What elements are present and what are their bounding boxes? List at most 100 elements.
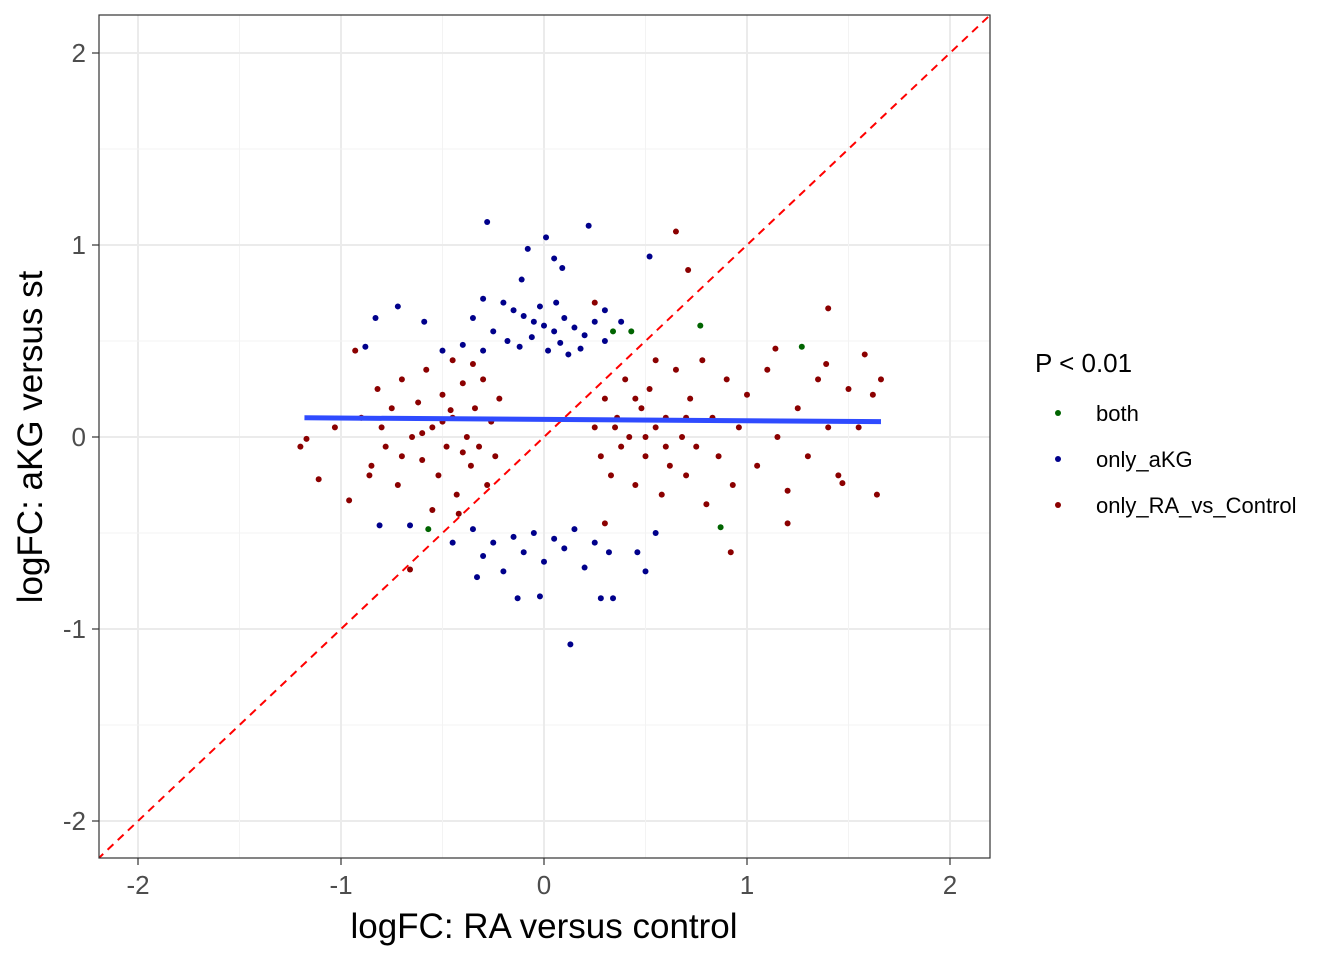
point-only_aKG — [490, 539, 497, 546]
point-only_RA_vs_Control — [612, 424, 619, 431]
point-only_RA_vs_Control — [638, 405, 645, 412]
point-only_RA_vs_Control — [727, 549, 734, 556]
point-only_RA_vs_Control — [825, 424, 832, 431]
point-only_RA_vs_Control — [652, 357, 659, 364]
point-only_aKG — [601, 307, 608, 314]
point-only_aKG — [439, 347, 446, 354]
point-only_RA_vs_Control — [784, 487, 791, 494]
point-only_RA_vs_Control — [366, 472, 373, 479]
point-only_aKG — [591, 318, 598, 325]
point-only_aKG — [480, 347, 487, 354]
point-only_aKG — [376, 522, 383, 529]
point-both — [425, 526, 432, 533]
point-only_RA_vs_Control — [652, 424, 659, 431]
point-only_RA_vs_Control — [642, 434, 649, 440]
point-only_aKG — [597, 595, 604, 602]
point-only_aKG — [480, 295, 487, 302]
point-only_aKG — [484, 218, 491, 225]
point-only_aKG — [516, 343, 523, 350]
point-only_aKG — [536, 593, 543, 600]
point-only_aKG — [510, 307, 517, 314]
legend-key-both — [1055, 410, 1061, 416]
point-only_RA_vs_Control — [729, 482, 736, 488]
point-only_aKG — [500, 299, 507, 306]
point-only_RA_vs_Control — [693, 443, 700, 450]
point-only_RA_vs_Control — [794, 405, 801, 412]
regression-line-group — [304, 415, 881, 425]
point-both — [717, 524, 724, 531]
point-only_RA_vs_Control — [496, 395, 503, 402]
point-only_RA_vs_Control — [601, 520, 608, 527]
point-only_aKG — [524, 245, 531, 252]
point-only_RA_vs_Control — [839, 480, 846, 487]
point-only_RA_vs_Control — [374, 386, 381, 392]
x-axis-label: logFC: RA versus control — [350, 907, 737, 946]
point-only_RA_vs_Control — [447, 407, 454, 414]
point-only_RA_vs_Control — [429, 506, 436, 513]
point-only_RA_vs_Control — [463, 434, 470, 440]
point-only_RA_vs_Control — [626, 434, 633, 440]
point-only_aKG — [571, 526, 578, 533]
point-only_RA_vs_Control — [715, 453, 722, 460]
point-only_RA_vs_Control — [679, 434, 686, 440]
point-only_RA_vs_Control — [744, 391, 750, 398]
point-only_RA_vs_Control — [825, 305, 832, 312]
point-only_RA_vs_Control — [459, 380, 466, 387]
point-only_RA_vs_Control — [398, 376, 405, 383]
point-only_aKG — [561, 545, 568, 552]
point-only_aKG — [372, 314, 379, 321]
point-only_RA_vs_Control — [597, 453, 604, 460]
point-only_aKG — [449, 539, 456, 546]
point-only_RA_vs_Control — [784, 520, 791, 527]
point-only_RA_vs_Control — [429, 424, 436, 431]
legend-title: P < 0.01 — [1035, 348, 1132, 378]
point-only_aKG — [528, 334, 535, 341]
point-only_RA_vs_Control — [869, 391, 876, 398]
point-only_RA_vs_Control — [480, 376, 487, 383]
point-only_RA_vs_Control — [658, 491, 665, 498]
point-only_RA_vs_Control — [492, 453, 499, 460]
point-only_aKG — [581, 564, 588, 571]
point-only_RA_vs_Control — [453, 491, 460, 498]
point-only_aKG — [459, 341, 466, 348]
point-only_aKG — [605, 549, 612, 556]
point-only_aKG — [610, 595, 617, 602]
point-only_RA_vs_Control — [666, 462, 673, 469]
point-only_aKG — [545, 347, 552, 354]
point-only_RA_vs_Control — [415, 399, 422, 406]
point-only_RA_vs_Control — [368, 462, 375, 469]
point-only_aKG — [559, 265, 566, 272]
point-only_RA_vs_Control — [601, 395, 608, 402]
point-only_RA_vs_Control — [591, 299, 598, 306]
point-only_RA_vs_Control — [303, 435, 310, 442]
y-tick-label: -2 — [63, 806, 86, 836]
point-only_RA_vs_Control — [672, 228, 679, 235]
point-only_RA_vs_Control — [407, 566, 414, 573]
point-only_RA_vs_Control — [873, 491, 880, 498]
point-only_RA_vs_Control — [835, 472, 842, 479]
point-only_aKG — [601, 338, 608, 344]
legend-key-only_RA_vs_Control — [1055, 502, 1061, 508]
point-both — [628, 328, 635, 335]
point-only_RA_vs_Control — [449, 357, 456, 364]
point-only_aKG — [557, 339, 564, 346]
point-only_RA_vs_Control — [855, 424, 862, 431]
point-only_RA_vs_Control — [699, 357, 706, 364]
point-only_RA_vs_Control — [687, 395, 694, 402]
point-only_RA_vs_Control — [672, 366, 679, 373]
x-tick-label: 1 — [740, 870, 754, 900]
point-only_aKG — [510, 533, 517, 540]
point-only_RA_vs_Control — [439, 391, 446, 398]
point-only_RA_vs_Control — [484, 482, 491, 488]
point-only_aKG — [536, 303, 543, 310]
y-tick-label: 2 — [72, 38, 86, 68]
point-only_RA_vs_Control — [703, 501, 710, 508]
point-only_aKG — [634, 549, 641, 556]
point-only_RA_vs_Control — [662, 443, 669, 450]
x-tick-label: 2 — [943, 870, 957, 900]
point-only_aKG — [520, 549, 527, 556]
x-ticks: -2 -1 0 1 2 — [126, 858, 957, 900]
point-only_aKG — [541, 322, 547, 329]
point-only_RA_vs_Control — [754, 462, 761, 469]
